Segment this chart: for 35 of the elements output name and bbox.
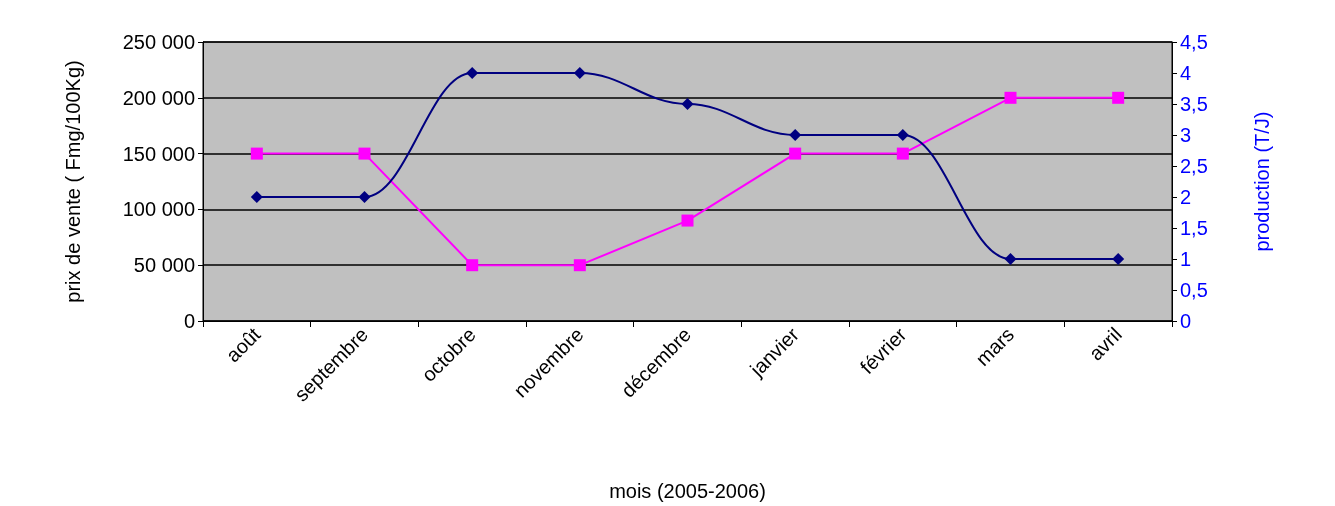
y2-tick-label: 3 bbox=[1180, 124, 1192, 146]
y2-axis-title: production (T/J) bbox=[1251, 111, 1273, 252]
y2-tick-label: 1,5 bbox=[1180, 217, 1208, 239]
point bbox=[1112, 253, 1125, 265]
y-tick-label: 0 bbox=[183, 310, 195, 332]
y2-tick-label: 4 bbox=[1180, 62, 1192, 84]
point bbox=[250, 147, 263, 160]
y-tick-label: 250 000 bbox=[122, 31, 195, 53]
y2-tick-label: 3,5 bbox=[1180, 93, 1208, 115]
y2-tick-label: 2 bbox=[1180, 186, 1192, 208]
point bbox=[573, 259, 586, 272]
point bbox=[358, 147, 371, 160]
y2-tick-label: 2,5 bbox=[1180, 155, 1208, 177]
point bbox=[789, 147, 802, 160]
point bbox=[681, 214, 694, 227]
point bbox=[1112, 91, 1125, 104]
y2-tick-label: 1 bbox=[1180, 248, 1192, 270]
y-tick-label: 150 000 bbox=[122, 142, 195, 165]
y-tick-label: 200 000 bbox=[122, 86, 195, 109]
point bbox=[681, 98, 694, 110]
y2-tick-label: 0,5 bbox=[1180, 279, 1208, 301]
x-axis-title: mois (2005-2006) bbox=[609, 480, 766, 502]
point bbox=[250, 191, 263, 203]
y-tick-label: 50 000 bbox=[133, 254, 195, 277]
x-tick-label: août bbox=[221, 322, 265, 367]
point bbox=[1004, 253, 1017, 265]
x-tick-label: avril bbox=[1084, 323, 1126, 365]
y-tick-label: 100 000 bbox=[122, 198, 195, 221]
y2-tick-label: 0 bbox=[1180, 310, 1192, 332]
y2-tick-label: 4,5 bbox=[1180, 31, 1208, 53]
point bbox=[896, 147, 909, 160]
y-axis-title: prix de vente ( Fmg/100Kg) bbox=[62, 60, 84, 303]
point bbox=[1004, 91, 1017, 104]
point bbox=[358, 191, 371, 203]
point bbox=[466, 259, 479, 272]
